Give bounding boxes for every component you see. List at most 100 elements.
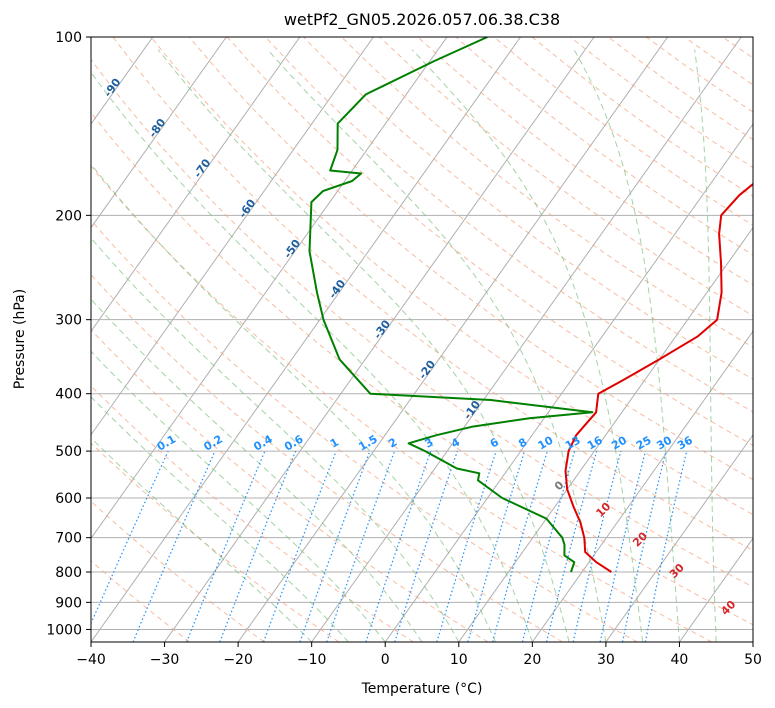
moist-adiabat-label: 20 — [630, 529, 650, 549]
isotherm-line — [164, 37, 595, 642]
mixing-ratio-line — [644, 450, 688, 642]
y-tick-label: 1000 — [46, 622, 82, 638]
moist-adiabat — [573, 49, 680, 642]
dry-adiabat — [493, 37, 753, 226]
y-tick-label: 500 — [55, 444, 82, 460]
dry-adiabat — [91, 385, 414, 642]
moist-adiabat-label: 0 — [552, 478, 567, 493]
chart-title: wetPf2_GN05.2026.057.06.38.C38 — [284, 10, 560, 30]
dry-adiabat — [91, 165, 713, 642]
moist-adiabat-label: 40 — [718, 598, 738, 618]
x-tick-label: 50 — [744, 652, 762, 668]
mixing-ratio-line — [132, 450, 216, 642]
dewpoint-line — [308, 37, 594, 573]
x-axis-label: Temperature (°C) — [361, 681, 483, 697]
mixing-ratio-line — [186, 450, 266, 642]
y-tick-label: 700 — [55, 531, 82, 547]
background-lines — [0, 37, 753, 642]
mixing-ratio-label: 3 — [422, 436, 435, 451]
isotherm-line — [531, 330, 753, 642]
x-tick-label: −20 — [223, 652, 253, 668]
y-tick-label: 200 — [55, 208, 82, 224]
dry-adiabat — [91, 500, 265, 642]
mixing-ratio-line — [299, 450, 371, 642]
x-axis: −40 −30 −20 −10 0 10 20 30 40 50 — [76, 642, 762, 668]
isotherm-line — [237, 37, 669, 642]
y-tick-label: 300 — [55, 313, 82, 329]
mixing-ratio-label: 0.4 — [251, 432, 275, 453]
dry-adiabat — [91, 560, 191, 642]
isotherm-label: -30 — [371, 317, 393, 341]
dry-adiabat — [150, 37, 753, 516]
mixing-ratio-line — [365, 450, 432, 642]
isotherm-line — [605, 433, 753, 642]
isotherm-label: -70 — [191, 156, 213, 180]
x-tick-label: 30 — [597, 652, 615, 668]
dry-adiabat — [91, 329, 489, 642]
isotherm-line — [91, 37, 521, 642]
dry-adiabat — [91, 273, 563, 642]
mixing-ratio-line — [326, 450, 396, 642]
x-tick-label: −30 — [150, 652, 180, 668]
isotherm-label: -20 — [416, 358, 438, 382]
dry-adiabat — [91, 219, 638, 642]
moist-adiabat — [91, 437, 313, 642]
mixing-ratio-line — [91, 450, 169, 625]
moist-adiabat — [694, 49, 717, 642]
isotherm-line — [384, 123, 753, 642]
mixing-ratio-line — [546, 450, 598, 642]
isotherm-label: -80 — [146, 116, 168, 140]
mixing-ratio-label: 20 — [609, 433, 629, 452]
mixing-ratio-label: 0.1 — [155, 433, 178, 454]
mixing-ratio-label: 25 — [634, 434, 654, 453]
mixing-ratio-label: 10 — [536, 433, 556, 452]
isotherm-line — [0, 37, 6, 642]
mixing-ratio-label: 16 — [585, 433, 605, 452]
dry-adiabat — [91, 442, 340, 642]
dry-adiabat — [722, 37, 753, 59]
moist-adiabat — [91, 237, 460, 642]
y-axis-label: Pressure (hPa) — [12, 289, 28, 389]
y-tick-label: 800 — [55, 565, 82, 581]
moist-adiabat — [91, 298, 423, 642]
mixing-ratio-line — [262, 450, 337, 642]
moist-adiabat — [91, 396, 349, 642]
dry-adiabat — [303, 37, 753, 380]
mixing-ratio-line — [467, 450, 526, 642]
isotherm-line — [91, 37, 301, 333]
plot-frame — [90, 36, 754, 643]
dry-adiabat — [646, 37, 753, 113]
isotherm-line — [311, 37, 742, 642]
mixing-ratio-line — [622, 450, 667, 642]
isotherm-label: -10 — [461, 398, 483, 422]
moist-adiabat — [267, 49, 607, 642]
isotherm-line — [91, 37, 448, 540]
dry-adiabat — [91, 111, 753, 626]
dry-adiabat — [379, 37, 753, 317]
x-tick-label: −10 — [297, 652, 327, 668]
y-tick-label: 100 — [55, 30, 82, 46]
dry-adiabat — [226, 37, 753, 446]
dry-adiabat — [531, 37, 753, 197]
mixing-ratio-label: 13 — [563, 434, 583, 453]
x-tick-label: 10 — [450, 652, 468, 668]
moist-adiabat — [157, 49, 570, 642]
isotherm-line — [91, 37, 374, 436]
mixing-ratio-line — [436, 450, 497, 642]
mixing-ratio-label: 1.5 — [356, 433, 379, 454]
mixing-ratio-line — [599, 450, 647, 642]
dry-adiabat — [417, 37, 753, 286]
isotherm-line — [679, 537, 753, 642]
mixing-ratio-label: 8 — [516, 436, 529, 451]
isotherm-label: -50 — [281, 237, 303, 261]
mixing-ratio-label: 0.6 — [282, 432, 306, 453]
mixing-ratio-line — [492, 450, 548, 642]
mixing-ratio-line — [219, 450, 297, 642]
mixing-ratio-label: 4 — [449, 435, 462, 450]
x-tick-label: 20 — [523, 652, 541, 668]
dry-adiabat — [341, 37, 753, 348]
moist-adiabat-label: 10 — [593, 500, 613, 520]
moist-adiabat-label: 30 — [667, 561, 687, 581]
mixing-ratio-label: 1 — [328, 436, 341, 451]
